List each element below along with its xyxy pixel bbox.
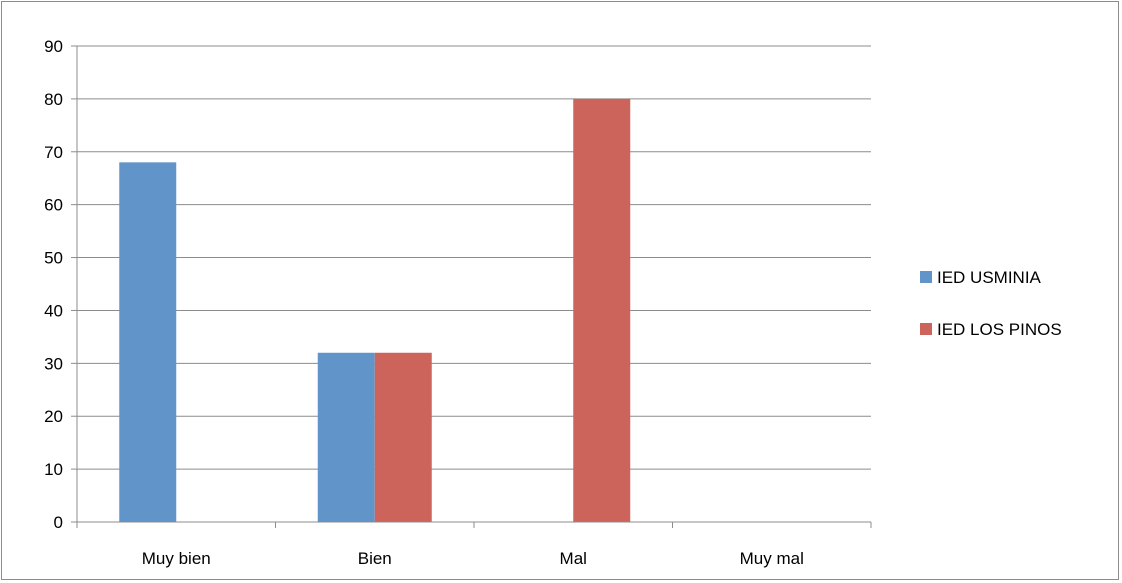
y-tick-label: 0 — [54, 513, 63, 532]
y-tick-label: 40 — [44, 301, 63, 320]
bars — [119, 98, 631, 522]
y-tick-label: 30 — [44, 354, 63, 373]
x-tick-labels: Muy bien Bien Mal Muy mal — [142, 549, 804, 568]
y-tick-label: 50 — [44, 249, 63, 268]
bar-bien-ied-usminia — [317, 352, 375, 522]
legend-swatch — [920, 271, 932, 283]
y-tick-label: 80 — [44, 90, 63, 109]
x-tick-label: Muy bien — [142, 549, 211, 568]
legend: IED USMINIA IED LOS PINOS — [920, 268, 1062, 339]
gridlines — [71, 45, 872, 528]
bar-mal-ied-los-pinos — [573, 98, 631, 522]
legend-label: IED USMINIA — [937, 268, 1042, 287]
y-tick-label: 70 — [44, 143, 63, 162]
y-tick-labels: 0 10 20 30 40 50 60 70 80 90 — [44, 37, 63, 532]
x-tick-label: Bien — [358, 549, 392, 568]
y-tick-label: 90 — [44, 37, 63, 56]
x-tick-label: Mal — [560, 549, 587, 568]
x-tick-label: Muy mal — [740, 549, 804, 568]
y-tick-label: 20 — [44, 407, 63, 426]
legend-label: IED LOS PINOS — [937, 320, 1062, 339]
bar-muy-bien-ied-usminia — [119, 162, 177, 522]
y-tick-label: 60 — [44, 196, 63, 215]
axes — [76, 46, 871, 523]
bar-bien-ied-los-pinos — [374, 352, 432, 522]
legend-swatch — [920, 323, 932, 335]
y-tick-label: 10 — [44, 460, 63, 479]
